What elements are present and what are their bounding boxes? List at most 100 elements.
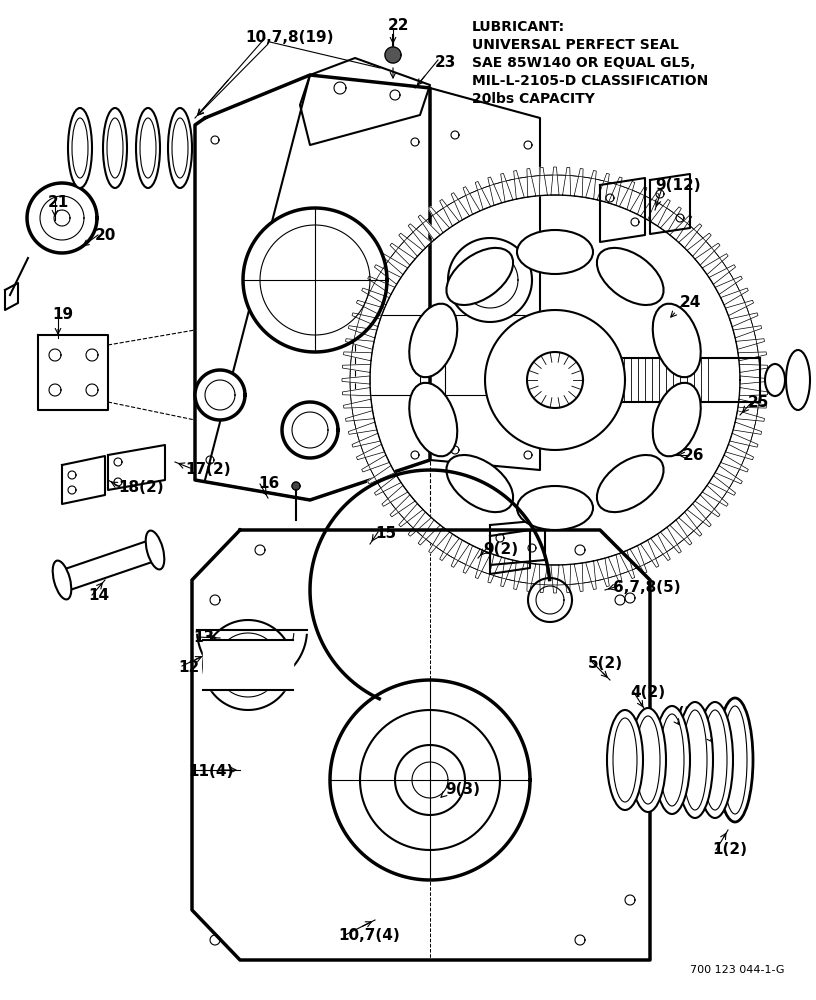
Polygon shape — [463, 187, 480, 214]
Polygon shape — [390, 495, 415, 517]
Polygon shape — [695, 243, 720, 265]
Polygon shape — [562, 564, 570, 593]
Polygon shape — [440, 199, 459, 226]
Text: 6,7,8(5): 6,7,8(5) — [613, 580, 681, 595]
Polygon shape — [399, 233, 423, 256]
Polygon shape — [725, 444, 753, 460]
Polygon shape — [709, 476, 735, 495]
Polygon shape — [619, 181, 635, 210]
Polygon shape — [488, 555, 502, 583]
Text: 23: 23 — [435, 55, 456, 70]
Polygon shape — [725, 300, 753, 316]
Polygon shape — [703, 254, 728, 275]
Text: 20lbs CAPACITY: 20lbs CAPACITY — [472, 92, 595, 106]
Polygon shape — [408, 224, 432, 248]
Polygon shape — [738, 352, 766, 361]
Text: 21: 21 — [48, 195, 69, 210]
Ellipse shape — [596, 248, 663, 305]
Polygon shape — [361, 288, 389, 305]
Polygon shape — [670, 520, 692, 545]
Polygon shape — [352, 313, 380, 327]
Polygon shape — [343, 388, 370, 396]
Polygon shape — [475, 550, 490, 579]
Polygon shape — [709, 265, 735, 284]
Polygon shape — [451, 193, 469, 220]
Ellipse shape — [136, 108, 160, 188]
Ellipse shape — [410, 304, 457, 377]
Polygon shape — [586, 171, 596, 199]
Text: 20: 20 — [95, 228, 117, 243]
Polygon shape — [687, 504, 712, 527]
Polygon shape — [408, 512, 432, 536]
Polygon shape — [733, 422, 761, 434]
Text: SAE 85W140 OR EQUAL GL5,: SAE 85W140 OR EQUAL GL5, — [472, 56, 695, 70]
Text: 12: 12 — [178, 660, 199, 675]
Polygon shape — [574, 563, 583, 591]
Polygon shape — [715, 276, 743, 294]
Text: 14: 14 — [88, 588, 109, 603]
Polygon shape — [203, 640, 293, 690]
Polygon shape — [527, 169, 536, 197]
Polygon shape — [451, 540, 469, 567]
Text: 2(2): 2(2) — [700, 724, 735, 739]
Polygon shape — [738, 399, 766, 408]
Text: 10,7,8(19): 10,7,8(19) — [245, 30, 334, 45]
Polygon shape — [597, 173, 610, 202]
Polygon shape — [343, 364, 370, 372]
Polygon shape — [344, 399, 372, 408]
Polygon shape — [488, 177, 502, 205]
Polygon shape — [660, 207, 681, 233]
Polygon shape — [345, 339, 374, 349]
Polygon shape — [475, 181, 490, 210]
Polygon shape — [344, 352, 372, 361]
Text: 9(12): 9(12) — [655, 178, 701, 193]
Polygon shape — [485, 310, 625, 450]
Ellipse shape — [53, 561, 71, 599]
Ellipse shape — [410, 383, 457, 456]
Polygon shape — [736, 339, 765, 349]
Polygon shape — [608, 177, 622, 205]
Polygon shape — [399, 504, 423, 527]
Ellipse shape — [168, 108, 192, 188]
Polygon shape — [448, 238, 532, 322]
Ellipse shape — [717, 698, 753, 822]
Polygon shape — [703, 485, 728, 506]
Polygon shape — [730, 313, 758, 327]
Polygon shape — [527, 563, 536, 591]
Polygon shape — [330, 680, 530, 880]
Ellipse shape — [630, 708, 666, 812]
Polygon shape — [740, 376, 768, 384]
Polygon shape — [350, 175, 760, 585]
Ellipse shape — [697, 702, 733, 818]
Polygon shape — [428, 527, 450, 553]
Polygon shape — [641, 193, 659, 220]
Polygon shape — [463, 546, 480, 573]
Text: 9(2): 9(2) — [483, 542, 518, 557]
Polygon shape — [721, 288, 748, 305]
Ellipse shape — [146, 531, 164, 569]
Polygon shape — [539, 167, 548, 196]
Ellipse shape — [765, 364, 785, 396]
Text: 22: 22 — [388, 18, 410, 33]
Ellipse shape — [68, 108, 92, 188]
Polygon shape — [739, 388, 768, 396]
Polygon shape — [586, 561, 596, 589]
Ellipse shape — [677, 702, 713, 818]
Polygon shape — [385, 47, 401, 63]
Text: 4(2): 4(2) — [630, 685, 665, 700]
Polygon shape — [357, 444, 384, 460]
Polygon shape — [292, 482, 300, 490]
Polygon shape — [660, 527, 681, 553]
Polygon shape — [679, 224, 702, 248]
Ellipse shape — [446, 248, 513, 305]
Polygon shape — [650, 534, 670, 561]
Polygon shape — [382, 485, 408, 506]
Polygon shape — [62, 540, 158, 590]
Polygon shape — [670, 215, 692, 240]
Text: 1(2): 1(2) — [712, 842, 747, 857]
Polygon shape — [348, 422, 377, 434]
Text: 9(3): 9(3) — [445, 782, 480, 797]
Text: 11(4): 11(4) — [188, 764, 233, 779]
Ellipse shape — [446, 455, 513, 512]
Polygon shape — [539, 564, 548, 593]
